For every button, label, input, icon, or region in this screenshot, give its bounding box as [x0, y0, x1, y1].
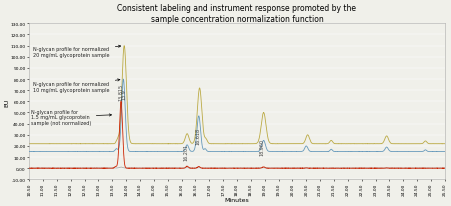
- Text: 16.201: 16.201: [183, 143, 188, 160]
- Text: 18.960: 18.960: [260, 138, 265, 155]
- Text: N-glycan profile for
1.5 mg/mL glycoprotein
sample (not normalized): N-glycan profile for 1.5 mg/mL glycoprot…: [31, 109, 111, 126]
- Title: Consistent labeling and instrument response promoted by the
sample concentration: Consistent labeling and instrument respo…: [118, 4, 356, 23]
- Text: N-glycan profile for normalized
10 mg/mL glycoprotein sample: N-glycan profile for normalized 10 mg/mL…: [33, 80, 120, 93]
- X-axis label: Minutes: Minutes: [225, 197, 249, 202]
- Text: 16.618: 16.618: [196, 127, 201, 144]
- Text: 13.815: 13.815: [119, 84, 124, 101]
- Text: 13.9: 13.9: [121, 89, 126, 100]
- Y-axis label: EU: EU: [4, 98, 9, 106]
- Text: N-glycan profile for normalized
20 mg/mL glycoprotein sample: N-glycan profile for normalized 20 mg/mL…: [33, 46, 121, 57]
